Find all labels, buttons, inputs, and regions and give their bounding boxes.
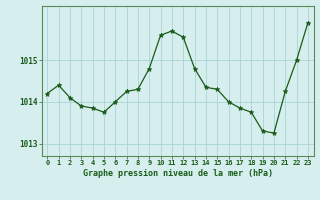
X-axis label: Graphe pression niveau de la mer (hPa): Graphe pression niveau de la mer (hPa): [83, 169, 273, 178]
